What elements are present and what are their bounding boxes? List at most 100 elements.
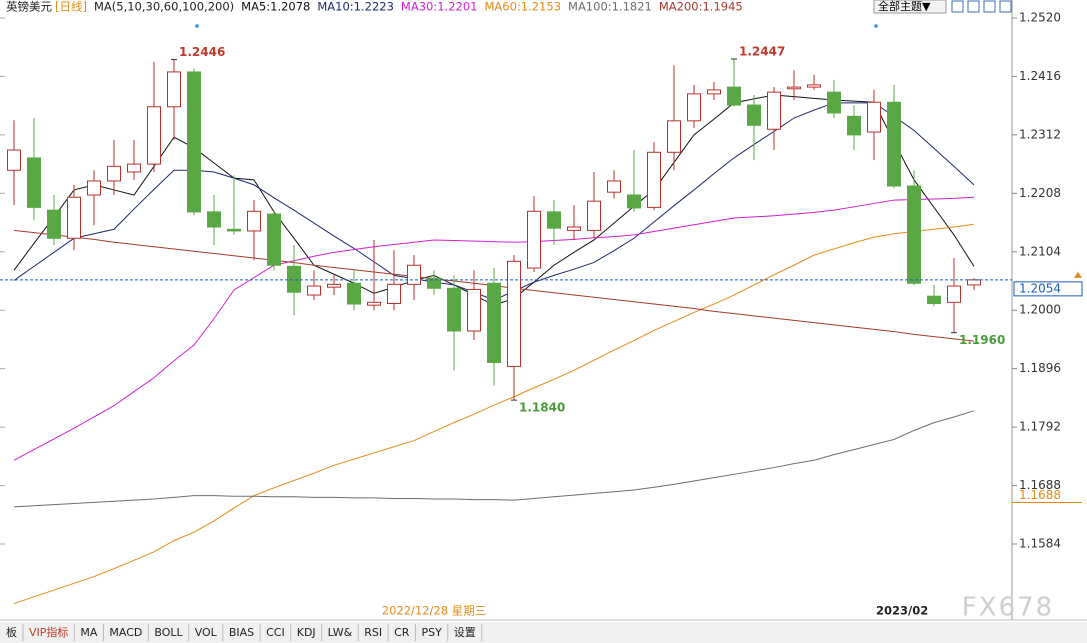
candle-body [887,101,901,187]
tabs: 板 VIP指标 MA MACD BOLL VOL BIAS CCI KDJ LW& RSI CR PSY… [6,624,483,641]
candle-body [647,151,661,208]
legend-text: 英镑美元 [6,0,52,14]
candle-body [607,180,621,193]
tab-label[interactable]: CCI [266,626,285,639]
icon[interactable] [983,0,996,13]
candle-body [27,157,41,208]
candle-body [807,84,821,88]
tab-label[interactable]: VOL [195,626,218,639]
price-tag-box [1013,281,1083,297]
price-tag-label: 1.1688 [1019,488,1061,502]
annotation-label: 1.2446 [179,45,225,59]
tab-label[interactable]: RSI [364,626,382,639]
candle-body [487,282,501,363]
tab-label[interactable]: MACD [109,626,142,639]
candle-body [907,185,921,284]
candle-body [367,301,381,306]
candle-body [347,282,361,305]
candle-body [67,196,81,239]
candle-body [587,200,601,231]
tab-label[interactable]: PSY [421,626,442,639]
theme-button-label[interactable]: 全部主题▼ [878,0,931,13]
legend-text: MA30:1.2201 [401,0,478,14]
candle-body [167,71,181,108]
y-tick-label: 1.2416 [1019,69,1061,83]
legend-text: MA200:1.1945 [659,0,743,14]
price-tag-label: 1.2054 [1019,281,1061,295]
candle-body [687,93,701,122]
tab-label[interactable]: VIP指标 [29,625,68,639]
candle-body [767,91,781,130]
date-label: 2022/12/28 星期三 [382,604,486,618]
y-tick-label: 1.2520 [1019,10,1061,24]
y-tick-label: 1.1584 [1019,536,1061,550]
candle-body [127,163,141,173]
candle-body [467,288,481,332]
price-tag-arrow [1074,271,1082,278]
candle-body [307,285,321,296]
tab-label[interactable]: LW& [328,626,353,639]
candle-body [147,106,161,165]
y-tick-label: 1.2312 [1019,127,1061,141]
candle-body [927,295,941,304]
toolbar-icons [951,0,1012,13]
y-tick-label: 1.2208 [1019,186,1061,200]
legend-text: MA(5,10,30,60,100,200) [94,0,234,14]
tab-label[interactable]: CR [394,626,410,639]
candle-body [287,265,301,293]
icon[interactable] [951,0,964,13]
annotation-label: 1.2447 [739,45,785,59]
legend: 英镑美元 [日线] MA(5,10,30,60,100,200) MA5:1.2078… [6,0,743,14]
theme-button[interactable] [873,0,947,14]
candle-body [627,194,641,209]
legend-text: MA60:1.2153 [484,0,561,14]
legend-text: [日线] [55,0,87,14]
y-tick-label: 1.1688 [1019,478,1061,492]
candle-body [707,89,721,95]
candle-body [787,86,801,90]
tab-label[interactable]: 板 [6,625,17,639]
candle-body [667,120,681,153]
y-tick-label: 1.2000 [1019,303,1061,317]
candle-body [387,283,401,304]
tab-label[interactable]: BIAS [229,626,254,639]
tab-label[interactable]: BOLL [154,626,183,639]
candle-body [247,210,261,232]
candle-body [947,285,961,303]
candle-body [827,91,841,114]
annotations: 1.2446 1.1840 1.2447 1.1960 1.2054 1.1688 [0,45,1083,504]
candle-body [727,86,741,106]
ma-line [13,410,975,508]
tab-label[interactable]: 设置 [454,626,476,639]
legend-text: MA100:1.1821 [568,0,652,14]
annotation-label: 1.1960 [959,333,1005,347]
ma-line [13,223,975,605]
candle-body [187,71,201,213]
icon[interactable] [967,0,980,13]
candle-body [447,287,461,332]
candle-body [427,277,441,289]
tab-label[interactable]: MA [80,626,97,639]
y-tick-label: 1.1792 [1019,420,1061,434]
candle-body [847,115,861,136]
date-label: 2023/02 [876,604,928,618]
y-tick-label: 1.2104 [1019,244,1061,258]
tab-bar [0,622,1087,643]
legend-text: MA5:1.2078 [241,0,310,14]
tab-label[interactable]: KDJ [297,626,316,639]
candle-body [107,165,121,182]
candle-body [227,228,241,232]
annotation-label: 1.1840 [519,401,565,415]
candle-body [547,211,561,229]
candle-body [327,283,341,288]
candle-body [747,104,761,126]
candle-body [7,149,21,171]
candle-body [567,226,581,231]
candle-body [867,101,881,133]
icon[interactable] [999,0,1012,13]
candle-body [267,213,281,266]
candle-body [207,211,221,228]
